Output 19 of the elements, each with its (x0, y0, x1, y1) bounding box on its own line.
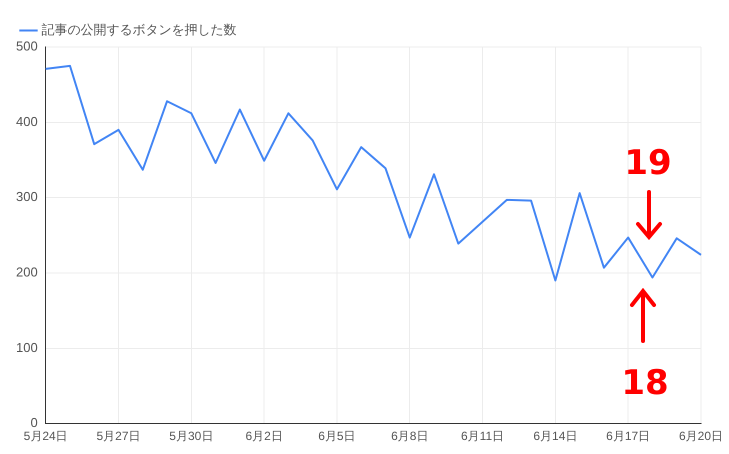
y-tick-label: 300 (16, 189, 38, 204)
x-tick-label: 6月11日 (460, 429, 504, 444)
x-tick-label: 6月14日 (533, 429, 578, 444)
y-tick-label: 400 (16, 114, 38, 129)
y-tick-label: 500 (16, 38, 38, 54)
y-tick-label: 100 (16, 340, 38, 355)
x-tick-label: 5月27日 (96, 429, 141, 444)
x-tick-label: 5月30日 (169, 429, 214, 444)
y-tick-label: 200 (16, 264, 38, 280)
annotation: 18 (621, 362, 669, 403)
legend-label: 記事の公開するボタンを押した数 (42, 22, 236, 38)
annotation: 19 (624, 142, 672, 183)
y-tick-label: 0 (30, 415, 38, 430)
x-tick-label: 6月8日 (391, 429, 428, 444)
x-tick-label: 6月2日 (245, 429, 283, 444)
x-tick-label: 6月17日 (606, 429, 650, 444)
x-tick-label: 6月5日 (318, 429, 356, 444)
x-tick-label: 5月24日 (24, 429, 68, 444)
x-tick-label: 6月20日 (678, 429, 724, 444)
